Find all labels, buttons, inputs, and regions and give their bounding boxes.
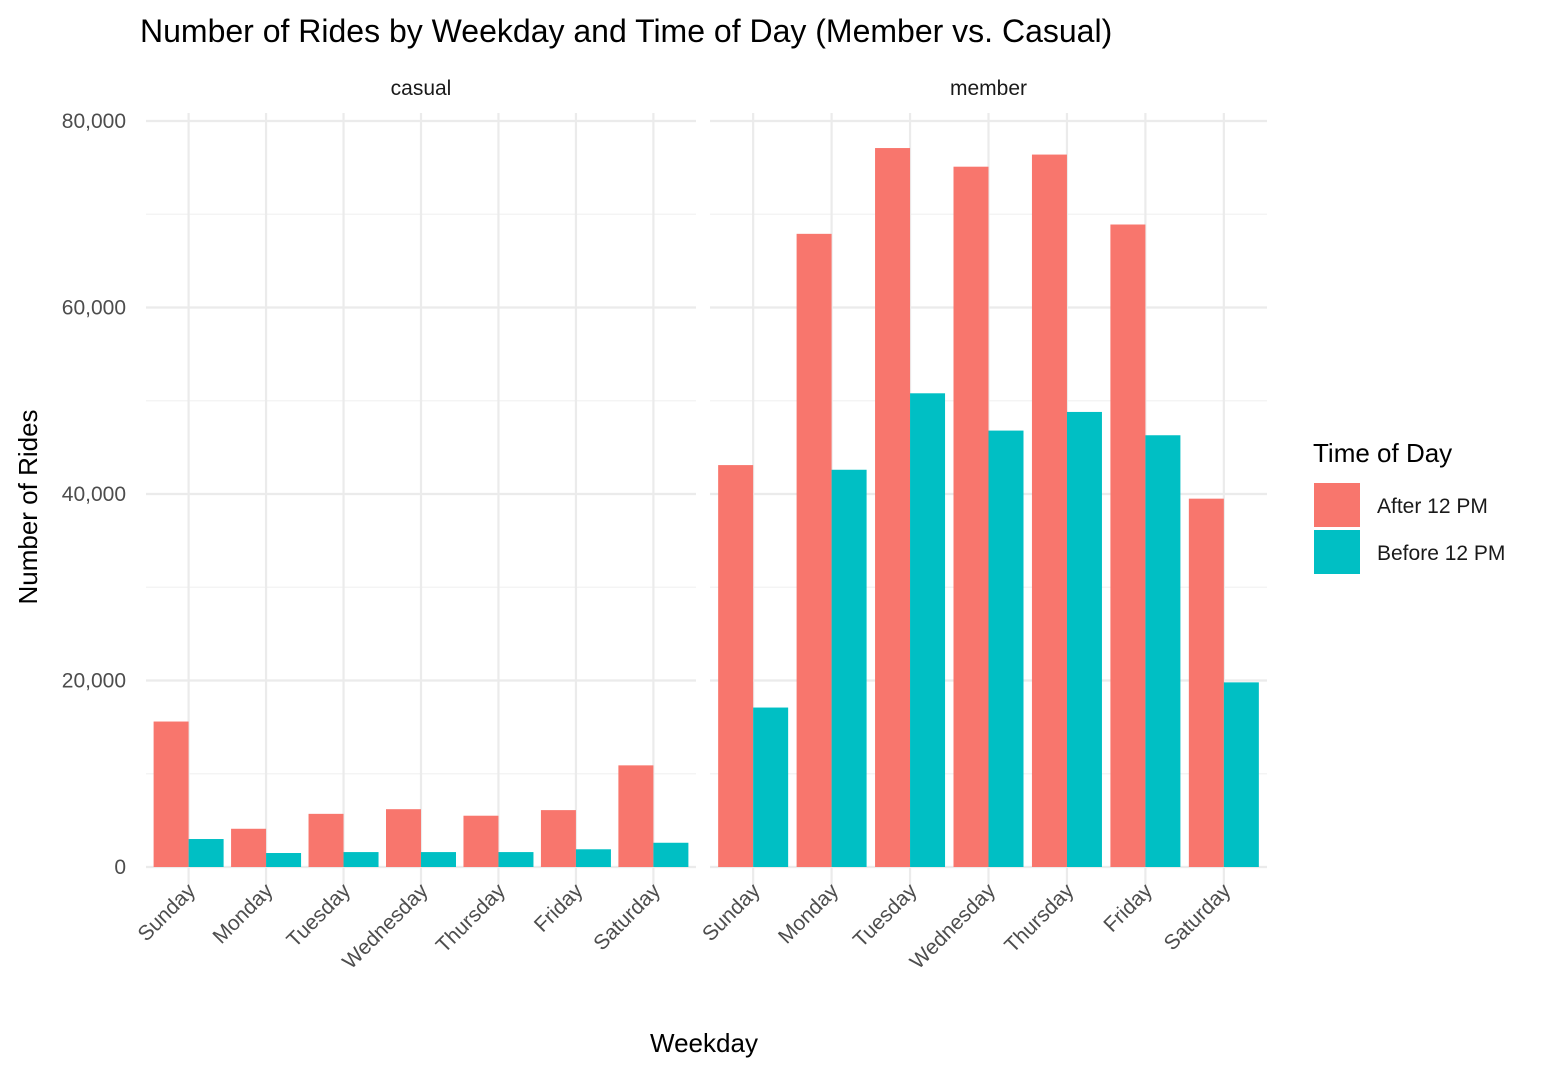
x-axis-title: Weekday bbox=[650, 1028, 758, 1058]
bar-casual-before-thursday bbox=[498, 852, 534, 867]
legend-key-before bbox=[1314, 530, 1360, 574]
x-tick-label: Sunday bbox=[698, 879, 765, 946]
bar-member-before-saturday bbox=[1223, 682, 1259, 867]
legend-title: Time of Day bbox=[1313, 438, 1452, 468]
x-tick-label: Thursday bbox=[1000, 879, 1079, 958]
bar-casual-after-thursday bbox=[463, 815, 499, 867]
bar-member-after-monday bbox=[796, 233, 832, 867]
y-tick-label: 60,000 bbox=[62, 297, 126, 320]
y-tick-label: 20,000 bbox=[62, 670, 126, 693]
x-tick-label: Monday bbox=[774, 879, 843, 948]
x-tick-label: Wednesday bbox=[906, 879, 1001, 974]
legend-label: After 12 PM bbox=[1377, 495, 1488, 518]
facet-label: casual bbox=[391, 77, 452, 100]
bar-member-after-friday bbox=[1110, 224, 1146, 867]
bar-member-before-monday bbox=[831, 469, 867, 867]
legend-key-after bbox=[1314, 483, 1360, 527]
y-axis-title: Number of Rides bbox=[13, 409, 43, 604]
bar-casual-before-monday bbox=[266, 853, 302, 867]
bar-casual-before-saturday bbox=[653, 842, 689, 867]
x-tick-label: Monday bbox=[209, 879, 278, 948]
bar-casual-after-sunday bbox=[153, 721, 189, 867]
x-tick-label: Tuesday bbox=[849, 879, 922, 952]
x-tick-label: Saturday bbox=[589, 879, 665, 955]
x-tick-label: Saturday bbox=[1160, 879, 1236, 955]
y-axis: 0 20,000 40,000 60,000 80,000 bbox=[62, 110, 126, 879]
legend-label: Before 12 PM bbox=[1377, 542, 1505, 565]
bar-casual-before-wednesday bbox=[421, 852, 456, 867]
bar-member-before-sunday bbox=[753, 707, 789, 867]
bar-member-before-thursday bbox=[1066, 411, 1102, 867]
facet-label: member bbox=[950, 77, 1027, 100]
bar-casual-after-saturday bbox=[618, 765, 654, 867]
bar-member-after-thursday bbox=[1031, 154, 1067, 867]
bar-casual-after-monday bbox=[231, 828, 267, 867]
y-tick-label: 80,000 bbox=[62, 110, 126, 133]
x-tick-label: Friday bbox=[530, 879, 588, 937]
bar-member-before-tuesday bbox=[910, 393, 946, 867]
y-tick-label: 0 bbox=[114, 856, 126, 879]
x-tick-label: Thursday bbox=[432, 879, 511, 958]
bar-casual-before-tuesday bbox=[343, 852, 379, 867]
bar-member-before-friday bbox=[1145, 435, 1181, 867]
bar-casual-before-sunday bbox=[188, 839, 224, 867]
x-tick-label: Sunday bbox=[134, 879, 201, 946]
chart-title: Number of Rides by Weekday and Time of D… bbox=[140, 13, 1112, 49]
y-tick-label: 40,000 bbox=[62, 483, 126, 506]
bar-member-after-saturday bbox=[1188, 498, 1224, 867]
legend: Time of Day After 12 PM Before 12 PM bbox=[1313, 438, 1505, 574]
bar-member-before-wednesday bbox=[988, 430, 1024, 867]
bar-member-after-sunday bbox=[718, 465, 754, 867]
bar-member-after-tuesday bbox=[875, 148, 911, 868]
bar-casual-before-friday bbox=[575, 849, 611, 867]
bar-casual-after-friday bbox=[540, 810, 576, 867]
bar-casual-after-wednesday bbox=[386, 809, 421, 867]
x-tick-label: Tuesday bbox=[282, 879, 355, 952]
bar-casual-after-tuesday bbox=[308, 813, 344, 867]
bar-member-after-wednesday bbox=[953, 166, 989, 867]
x-tick-label: Friday bbox=[1099, 879, 1157, 937]
